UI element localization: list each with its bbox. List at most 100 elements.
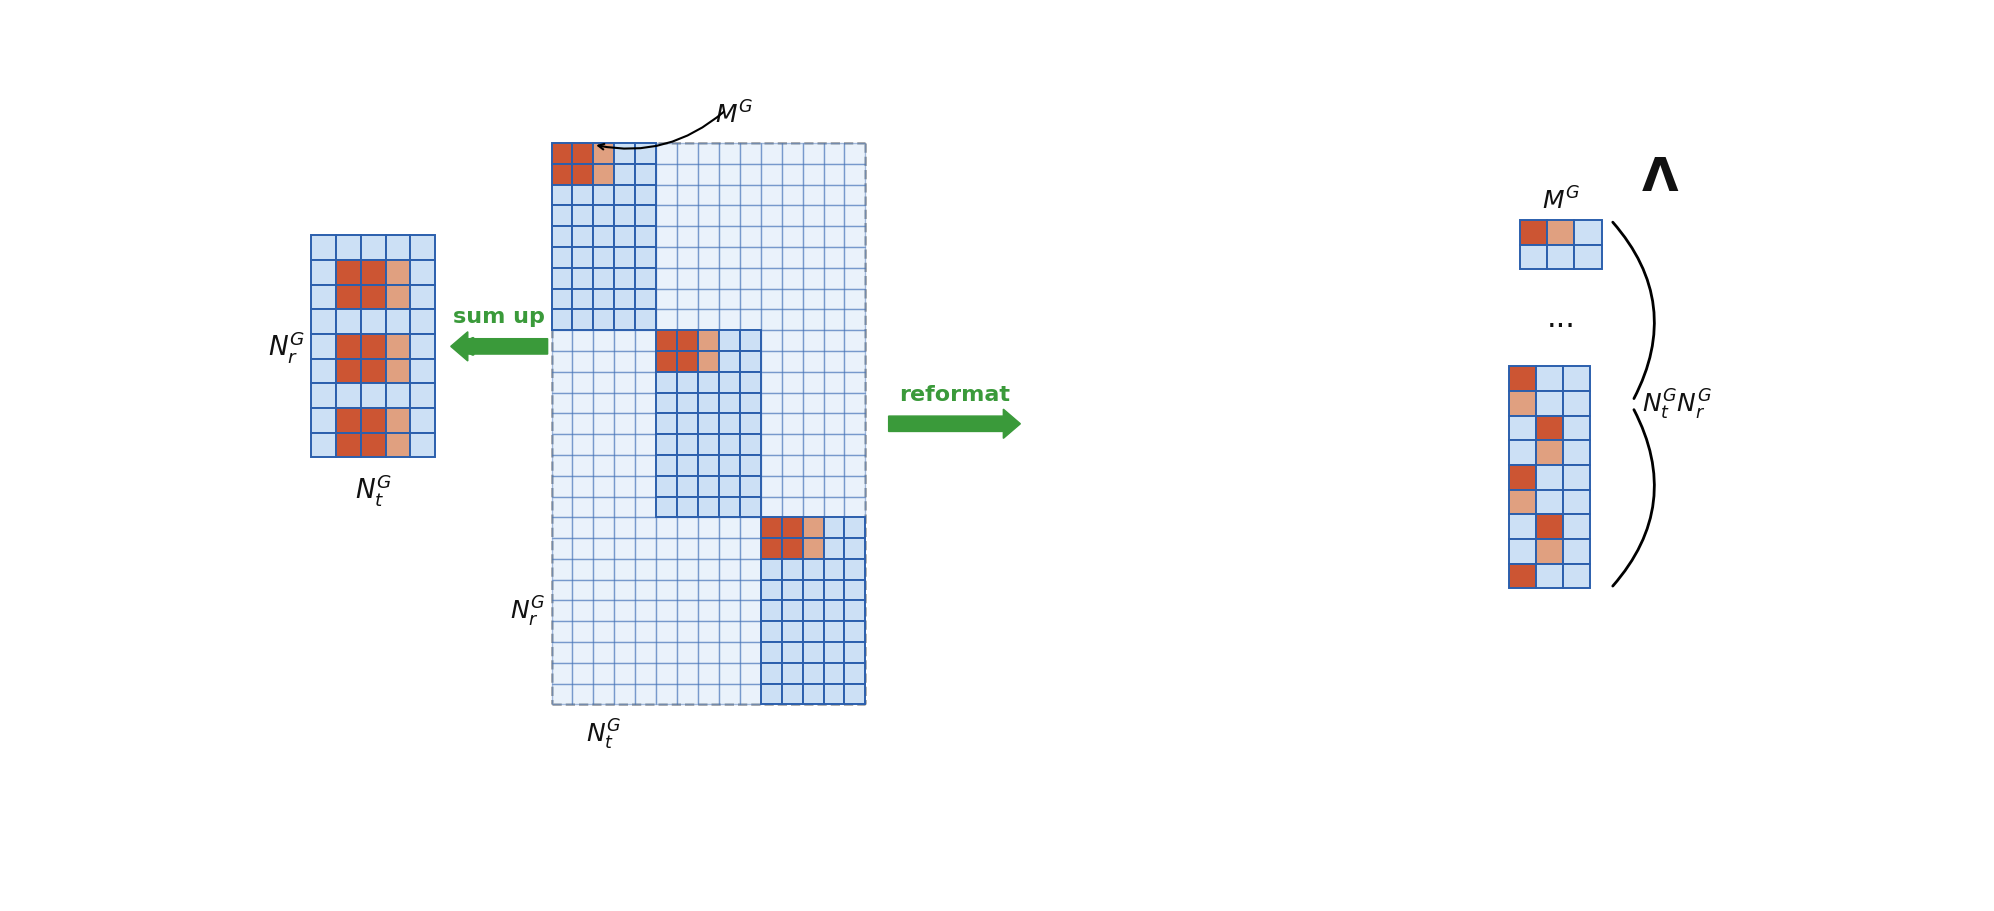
Bar <box>720 414 740 435</box>
Bar <box>782 310 804 331</box>
Bar <box>843 538 865 559</box>
Bar <box>843 248 865 269</box>
Bar <box>572 165 594 186</box>
Bar <box>594 435 614 456</box>
Bar <box>720 144 740 165</box>
Bar <box>698 684 720 704</box>
Bar <box>656 497 678 517</box>
Bar <box>572 414 594 435</box>
Text: $\mathbf{\Lambda}$: $\mathbf{\Lambda}$ <box>1641 156 1679 200</box>
Bar <box>337 408 361 433</box>
Bar <box>843 206 865 227</box>
Bar <box>411 236 435 261</box>
Bar <box>614 290 636 310</box>
Bar <box>824 144 843 165</box>
Bar <box>311 236 337 261</box>
Bar <box>843 165 865 186</box>
Bar <box>698 497 720 517</box>
Bar <box>782 476 804 497</box>
Bar <box>782 186 804 206</box>
Bar <box>720 394 740 414</box>
Bar <box>720 684 740 704</box>
Bar <box>824 186 843 206</box>
Bar <box>572 601 594 621</box>
Bar <box>698 559 720 580</box>
Bar <box>311 359 337 384</box>
Bar <box>594 642 614 663</box>
Bar <box>411 285 435 310</box>
FancyArrow shape <box>889 410 1021 439</box>
Bar <box>804 601 824 621</box>
Bar <box>762 580 782 601</box>
Bar <box>614 144 636 165</box>
Bar <box>824 580 843 601</box>
Bar <box>572 435 594 456</box>
Bar <box>720 517 740 538</box>
Bar <box>843 373 865 394</box>
Bar <box>572 373 594 394</box>
Bar <box>572 206 594 227</box>
Bar <box>678 414 698 435</box>
Bar <box>636 663 656 684</box>
Bar <box>740 310 762 331</box>
Bar <box>636 248 656 269</box>
Bar <box>636 684 656 704</box>
Bar <box>656 310 678 331</box>
Bar <box>678 373 698 394</box>
Bar <box>720 559 740 580</box>
Bar <box>720 456 740 476</box>
Bar <box>656 165 678 186</box>
Bar <box>636 414 656 435</box>
Bar <box>740 456 762 476</box>
Bar <box>782 642 804 663</box>
Bar <box>804 206 824 227</box>
Bar <box>636 165 656 186</box>
Bar <box>385 261 411 285</box>
Bar <box>1509 515 1535 539</box>
Bar <box>698 269 720 290</box>
Bar <box>824 310 843 331</box>
Bar <box>594 476 614 497</box>
Bar <box>678 559 698 580</box>
Bar <box>361 384 385 408</box>
Bar <box>782 206 804 227</box>
Bar <box>337 334 361 359</box>
Bar <box>594 559 614 580</box>
Bar <box>782 456 804 476</box>
Bar <box>552 165 572 186</box>
Bar <box>824 331 843 352</box>
Bar <box>656 414 678 435</box>
Bar <box>1509 466 1535 490</box>
Bar <box>824 165 843 186</box>
Bar <box>614 601 636 621</box>
Bar <box>594 684 614 704</box>
Bar <box>843 517 865 538</box>
Bar <box>614 165 636 186</box>
Bar <box>678 517 698 538</box>
Bar <box>385 334 411 359</box>
Bar <box>636 144 656 165</box>
Bar <box>678 352 698 373</box>
Bar <box>594 414 614 435</box>
Bar <box>656 227 678 248</box>
Bar <box>572 310 594 331</box>
Bar <box>594 580 614 601</box>
Bar <box>740 186 762 206</box>
Bar <box>385 236 411 261</box>
Bar <box>614 476 636 497</box>
Bar <box>572 290 594 310</box>
Bar <box>614 663 636 684</box>
Bar <box>411 359 435 384</box>
Bar <box>552 310 572 331</box>
Bar <box>698 663 720 684</box>
Bar <box>824 414 843 435</box>
Bar <box>720 290 740 310</box>
Bar <box>698 165 720 186</box>
Bar <box>824 476 843 497</box>
Bar <box>804 435 824 456</box>
Bar <box>740 497 762 517</box>
Bar <box>1535 367 1563 392</box>
Bar <box>1509 367 1535 392</box>
Bar <box>824 394 843 414</box>
Bar <box>614 538 636 559</box>
